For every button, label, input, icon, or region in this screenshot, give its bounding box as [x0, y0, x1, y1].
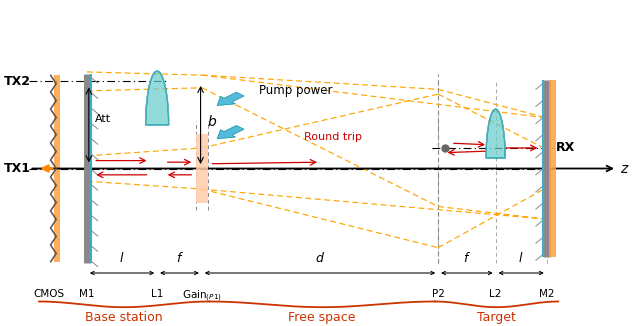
Text: L2: L2 [490, 289, 502, 299]
Text: M1: M1 [79, 289, 95, 299]
FancyArrow shape [217, 126, 244, 139]
Text: TX2: TX2 [4, 75, 31, 88]
Text: Round trip: Round trip [304, 132, 362, 141]
Text: CMOS: CMOS [33, 289, 64, 299]
Text: Att: Att [95, 114, 111, 124]
Text: $l$: $l$ [119, 251, 125, 265]
Text: Pump power: Pump power [259, 84, 333, 97]
FancyArrow shape [217, 92, 244, 106]
Text: $d$: $d$ [315, 251, 325, 265]
Text: Gain$_{(P1)}$: Gain$_{(P1)}$ [182, 289, 222, 304]
Bar [196, 134, 207, 203]
Text: $f$: $f$ [463, 251, 471, 265]
Text: Free space: Free space [289, 311, 356, 324]
Text: RX: RX [556, 141, 575, 155]
Text: $f$: $f$ [175, 251, 184, 265]
Text: $z$: $z$ [620, 161, 630, 175]
Text: M2: M2 [539, 289, 554, 299]
Text: Base station: Base station [86, 311, 163, 324]
Text: Target: Target [477, 311, 516, 324]
Text: P2: P2 [432, 289, 445, 299]
Bar [54, 75, 60, 262]
Text: $l$: $l$ [518, 251, 524, 265]
Text: L1: L1 [151, 289, 163, 299]
Polygon shape [486, 109, 505, 158]
Bar [548, 80, 556, 257]
Text: $b$: $b$ [207, 114, 217, 129]
Polygon shape [146, 71, 169, 125]
Text: TX1: TX1 [4, 162, 31, 175]
